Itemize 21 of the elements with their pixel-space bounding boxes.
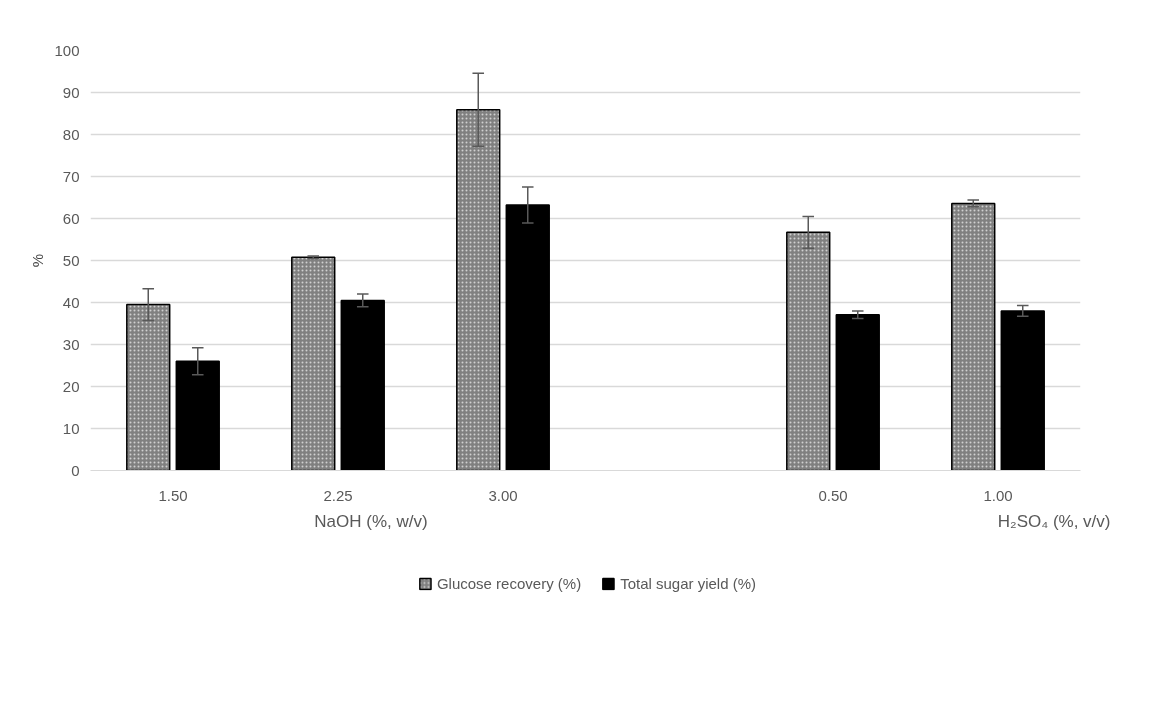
text: H₂SO₄ (%, v/v)	[997, 511, 1111, 531]
legend-label: Total sugar yield (%)	[620, 574, 757, 592]
y-tick-label: 70	[62, 167, 80, 185]
y-tick-label: 90	[62, 83, 80, 101]
x-tick-label: 1.50	[158, 486, 188, 504]
y-tick-label: 10	[62, 419, 80, 437]
y-tick-label: 60	[62, 209, 80, 227]
y-tick-label: 20	[62, 377, 80, 395]
y-axis-title: %	[29, 253, 47, 268]
x-tick-label: 0.50	[818, 486, 848, 504]
y-tick-label: 40	[62, 293, 80, 311]
x-tick-label: 2.25	[323, 486, 353, 504]
y-tick-label: 0	[71, 461, 80, 479]
legend-label: Glucose recovery (%)	[436, 574, 582, 592]
y-tick-label: 80	[62, 125, 80, 143]
x-tick-label: 1.00	[983, 486, 1013, 504]
y-tick-label: 30	[62, 335, 80, 353]
text: NaOH (%, w/v)	[314, 511, 428, 531]
x-tick-label: 3.00	[488, 486, 518, 504]
y-tick-label: 100	[54, 41, 80, 59]
y-tick-label: 50	[62, 251, 80, 269]
